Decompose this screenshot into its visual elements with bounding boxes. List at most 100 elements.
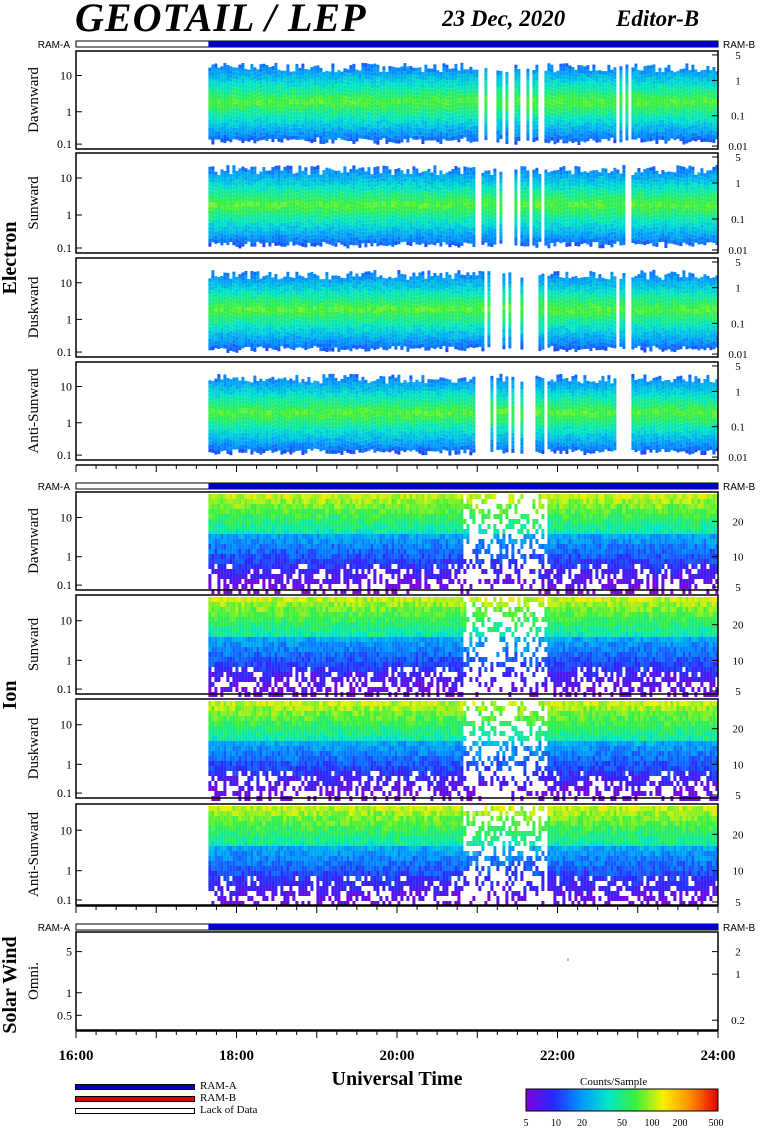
heat-cell [448,203,451,207]
heat-cell [250,68,253,72]
heat-cell [418,181,421,185]
heat-cell [397,188,400,192]
heat-cell [415,104,418,108]
heat-cell [460,206,463,210]
heat-cell [304,243,307,247]
heat-cell [235,124,238,128]
heat-cell [223,223,226,227]
heat-cell [397,88,400,92]
heat-cell [367,84,370,88]
heat-cell [436,106,439,110]
heat-cell [313,98,316,102]
heat-cell [553,136,556,140]
heat-cell [586,133,589,137]
heat-cell [418,91,421,95]
heat-cell [358,240,361,244]
heat-cell [400,103,403,107]
heat-cell [484,191,487,195]
heat-cell [505,104,508,108]
heat-cell [229,118,232,122]
heat-cell [448,89,451,93]
heat-cell [562,127,565,131]
heat-cell [403,214,406,218]
heat-cell [289,226,292,230]
heat-cell [400,83,403,87]
heat-cell [343,214,346,218]
heat-cell [331,68,334,72]
heat-cell [547,103,550,107]
heat-cell [652,116,655,120]
heat-cell [577,121,580,125]
heat-cell [562,107,565,111]
heat-cell [271,219,274,223]
heat-cell [535,69,538,73]
heat-cell [712,123,715,127]
heat-cell [472,86,475,90]
heat-cell [568,222,571,226]
heat-cell [580,117,583,121]
heat-cell [244,105,247,109]
heat-cell [268,227,271,231]
heat-cell [568,69,571,73]
heat-cell [445,177,448,181]
heat-cell [568,242,571,246]
heat-cell [565,231,568,235]
heat-cell [517,137,520,141]
heat-cell [250,112,253,116]
heat-cell [640,79,643,83]
heat-cell [319,211,322,215]
heat-cell [385,132,388,136]
heat-cell [556,99,559,103]
heat-cell [421,224,424,228]
heat-cell [574,230,577,234]
heat-cell [262,231,265,235]
heat-cell [562,79,565,83]
heat-cell [352,233,355,237]
heat-cell [250,76,253,80]
heat-cell [697,128,700,132]
heat-cell [391,127,394,131]
heat-cell [226,225,229,229]
heat-cell [586,65,589,69]
heat-cell [496,135,499,139]
heat-cell [664,136,667,140]
heat-cell [388,237,391,241]
heat-cell [514,214,517,218]
heat-cell [613,67,616,71]
heat-cell [610,82,613,86]
heat-cell [328,173,331,177]
heat-cell [358,127,361,131]
heat-cell [556,222,559,226]
heat-cell [391,191,394,195]
heat-cell [358,212,361,216]
heat-cell [298,222,301,226]
heat-cell [274,214,277,218]
heat-cell [619,110,622,114]
heat-cell [337,90,340,94]
heat-cell [238,236,241,240]
heat-cell [484,116,487,120]
heat-cell [316,185,319,189]
heat-cell [400,79,403,83]
heat-cell [559,76,562,80]
heat-cell [331,128,334,132]
heat-cell [316,221,319,225]
heat-cell [220,185,223,189]
heat-cell [292,71,295,75]
heat-cell [211,194,214,198]
heat-cell [328,189,331,193]
heat-cell [253,175,256,179]
heat-cell [355,78,358,82]
heat-cell [316,177,319,181]
heat-cell [316,229,319,233]
heat-cell [247,106,250,110]
heat-cell [448,109,451,113]
heat-cell [562,174,565,178]
heat-cell [253,171,256,175]
heat-cell [466,215,469,219]
heat-cell [574,90,577,94]
heat-cell [244,93,247,97]
heat-cell [226,137,229,141]
heat-cell [484,219,487,223]
heat-cell [295,201,298,205]
